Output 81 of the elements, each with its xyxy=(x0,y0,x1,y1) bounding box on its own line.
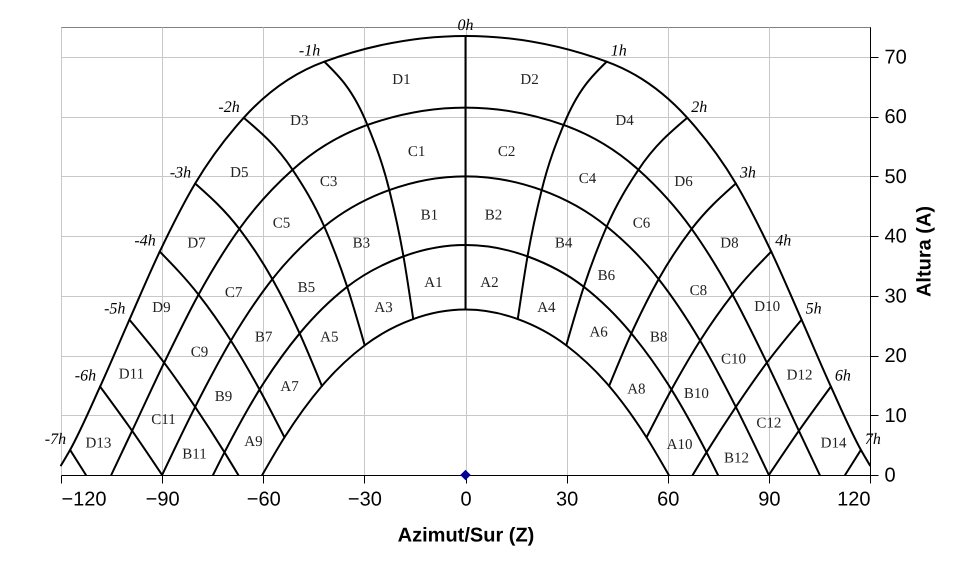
x-tick-label: −90 xyxy=(146,488,180,510)
annotation: D9 xyxy=(152,300,171,316)
annotation: C6 xyxy=(632,215,651,232)
annotation: B4 xyxy=(554,236,573,252)
series-label: -6h xyxy=(74,368,96,385)
annotation: D3 xyxy=(290,113,308,130)
annotation: C8 xyxy=(690,282,708,299)
annotation: D4 xyxy=(615,113,634,130)
series-label: 4h xyxy=(775,232,792,250)
annotation: D14 xyxy=(820,436,848,452)
annotation: A5 xyxy=(320,329,338,346)
annotation: D11 xyxy=(118,366,144,382)
annotation: D12 xyxy=(786,368,812,384)
annotation: B5 xyxy=(298,280,316,296)
annotation: A2 xyxy=(480,275,499,292)
annotation: D7 xyxy=(187,236,206,252)
y-axis-title: Altura (A) xyxy=(914,206,936,298)
annotation: C11 xyxy=(151,412,176,428)
y-tick-label: 20 xyxy=(884,345,907,368)
series-label: -2h xyxy=(218,98,240,116)
y-tick-label: 40 xyxy=(884,226,907,248)
series-label: -1h xyxy=(298,42,320,60)
y-tick-label: 60 xyxy=(884,106,907,128)
annotation: D6 xyxy=(674,174,694,190)
annotation: C2 xyxy=(498,144,516,160)
annotation: C12 xyxy=(756,415,782,432)
annotation: A1 xyxy=(424,275,443,292)
annotation: C1 xyxy=(408,144,426,160)
annotation: B2 xyxy=(484,208,502,224)
annotation: B7 xyxy=(254,329,273,346)
annotation: C5 xyxy=(272,215,290,232)
x-tick-label: 90 xyxy=(758,488,780,510)
annotation: A3 xyxy=(374,300,393,316)
annotation: A10 xyxy=(666,436,692,453)
annotation: D10 xyxy=(754,298,780,315)
annotation: A4 xyxy=(537,300,556,316)
annotation: D8 xyxy=(720,236,739,252)
annotation: D1 xyxy=(392,72,411,88)
series-label: -5h xyxy=(104,300,126,318)
x-tick-label: 60 xyxy=(657,488,680,510)
annotation: C7 xyxy=(224,285,243,302)
series-label: 3h xyxy=(738,164,756,182)
annotation: D5 xyxy=(230,165,248,182)
annotation: B1 xyxy=(420,208,438,224)
y-tick-label: 10 xyxy=(884,404,907,427)
y-tick-label: 50 xyxy=(884,166,907,188)
annotation: C10 xyxy=(720,352,746,368)
series-label: 2h xyxy=(691,98,708,116)
x-axis-title: Azimut/Sur (Z) xyxy=(398,524,534,546)
annotation: B8 xyxy=(650,329,668,346)
x-tick-label: 0 xyxy=(460,488,472,510)
annotation: A6 xyxy=(589,324,608,341)
annotation: A8 xyxy=(627,381,646,398)
series-label: 0h xyxy=(458,16,474,34)
annotation: B6 xyxy=(598,268,616,284)
annotation: B10 xyxy=(684,386,709,402)
annotation: A7 xyxy=(280,378,300,395)
y-tick-label: 0 xyxy=(884,464,896,486)
annotation: B3 xyxy=(352,236,370,252)
x-tick-label: −30 xyxy=(348,488,382,510)
annotation: A9 xyxy=(244,434,263,450)
annotation: D13 xyxy=(85,436,112,452)
x-tick-label: 120 xyxy=(837,488,870,510)
annotation: C4 xyxy=(578,171,597,188)
annotation: C9 xyxy=(190,344,208,360)
annotation: B9 xyxy=(214,389,232,406)
series-label: -4h xyxy=(134,232,156,250)
y-tick-label: 30 xyxy=(884,285,907,308)
series-label: -3h xyxy=(170,164,192,182)
annotation: B11 xyxy=(182,446,207,462)
annotation: D2 xyxy=(520,72,539,88)
x-tick-label: −120 xyxy=(62,488,107,510)
annotation: B12 xyxy=(724,450,750,467)
y-tick-label: 70 xyxy=(884,46,907,68)
series-label: -7h xyxy=(44,430,66,448)
annotation: C3 xyxy=(320,174,338,190)
series-label: 6h xyxy=(834,368,851,385)
x-tick-label: 30 xyxy=(556,488,578,510)
series-label: 1h xyxy=(610,42,627,60)
series-label: 5h xyxy=(806,300,822,318)
x-tick-label: −60 xyxy=(246,488,281,510)
